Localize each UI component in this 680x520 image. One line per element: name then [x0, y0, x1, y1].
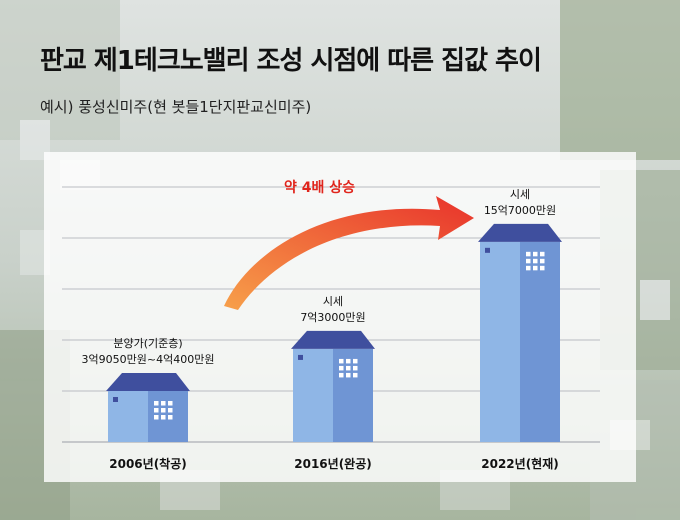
bar-window [353, 365, 358, 371]
bar-window [339, 372, 344, 378]
bar-window [154, 401, 159, 406]
bar-building-1 [106, 373, 190, 442]
bar-window [353, 358, 358, 364]
bar-window [168, 408, 173, 413]
bar-window [346, 372, 351, 378]
bar-roof [478, 223, 562, 242]
growth-arrow [224, 196, 474, 310]
bar-value-label: 시세 [510, 188, 530, 201]
bar-window [533, 265, 538, 271]
bar-side [333, 348, 373, 442]
bar-window [346, 365, 351, 371]
bar-window [113, 397, 118, 402]
bar-window [161, 415, 166, 420]
bar-front [480, 241, 520, 442]
x-tick-label: 2006년(착공) [109, 456, 187, 471]
bar-window [353, 372, 358, 378]
bar-window [154, 415, 159, 420]
page-title: 판교 제1테크노밸리 조성 시점에 따른 집값 추이 [40, 46, 542, 76]
bar-building-2 [291, 330, 375, 442]
bar-window [168, 415, 173, 420]
bar-side [520, 241, 560, 442]
bar-value-label: 시세 [323, 295, 343, 308]
bar-window [526, 265, 531, 271]
bar-window [526, 251, 531, 257]
bar-window [298, 354, 303, 360]
page-subtitle: 예시) 풍성신미주(현 봇들1단지판교신미주) [40, 98, 312, 116]
bar-window [533, 251, 538, 257]
bar-building-3 [478, 223, 562, 442]
bar-value-label: 15억7000만원 [484, 204, 556, 217]
bar-window [540, 251, 545, 257]
bar-window [339, 365, 344, 371]
bar-window [485, 247, 490, 253]
bar-window [533, 258, 538, 264]
bar-window [154, 408, 159, 413]
bar-roof [106, 373, 190, 391]
growth-annotation: 약 4배 상승 [284, 179, 355, 196]
bar-window [161, 408, 166, 413]
bar-front [293, 348, 333, 442]
bar-window [168, 401, 173, 406]
x-tick-label: 2022년(현재) [481, 456, 559, 471]
bar-window [346, 358, 351, 364]
bar-window [540, 258, 545, 264]
bar-window [540, 265, 545, 271]
bar-value-label: 7억3000만원 [300, 311, 365, 324]
bar-roof [291, 330, 375, 349]
bar-window [339, 358, 344, 364]
bar-window [161, 401, 166, 406]
bar-window [526, 258, 531, 264]
bar-value-label: 분양가(기준층) [113, 337, 182, 350]
bar-value-label: 3억9050만원~4억400만원 [82, 353, 215, 366]
x-tick-label: 2016년(완공) [294, 457, 372, 471]
